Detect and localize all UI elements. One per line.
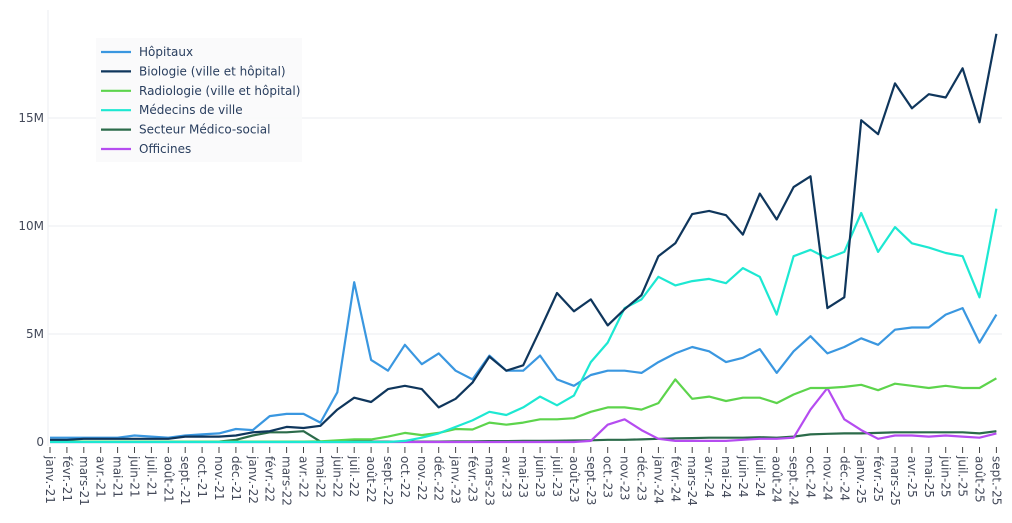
x-tick-label: janv.-24 — [651, 455, 665, 504]
x-tick-label: mars-22 — [280, 456, 294, 506]
x-tick-label: avr.-23 — [499, 456, 513, 498]
x-tick-label: juil.-22 — [347, 455, 361, 497]
x-tick-label: oct.-21 — [195, 456, 209, 498]
y-tick-label: 10M — [18, 219, 44, 233]
x-tick-label: févr.-24 — [668, 456, 682, 502]
x-tick-label: juin-24 — [736, 455, 750, 497]
legend-item[interactable]: Secteur Médico-social — [101, 123, 270, 137]
x-tick-label: août-22 — [364, 456, 378, 503]
x-tick-label: déc.-21 — [229, 456, 243, 501]
series-line-3 — [50, 208, 998, 444]
series-line-1 — [50, 33, 998, 441]
x-tick-label: nov.-21 — [212, 456, 226, 501]
x-tick-label: août-24 — [770, 456, 784, 503]
y-tick-label: 0 — [36, 435, 44, 449]
x-tick-label: avr.-22 — [297, 456, 311, 498]
legend-label: Officines — [139, 142, 191, 156]
x-tick-label: févr.-22 — [263, 456, 277, 502]
x-axis: janv.-21 févr.-21 mars-21 avr.-21 mai-21 juin… — [43, 447, 1003, 506]
legend-item[interactable]: Radiologie (ville et hôpital) — [101, 84, 300, 98]
x-tick-label: mars-25 — [888, 456, 902, 506]
x-tick-label: août-25 — [973, 456, 987, 503]
legend-item[interactable]: Médecins de ville — [101, 103, 243, 117]
x-tick-label: janv.-25 — [854, 455, 868, 504]
x-tick-label: janv.-21 — [43, 455, 57, 504]
legend-label: Hôpitaux — [139, 45, 193, 59]
y-tick-label: 15M — [18, 111, 44, 125]
series-line-0 — [50, 281, 998, 439]
x-tick-label: nov.-23 — [618, 456, 632, 501]
x-tick-label: mars-24 — [685, 456, 699, 506]
legend-item[interactable]: Biologie (ville et hôpital) — [101, 64, 286, 78]
legend-label: Secteur Médico-social — [139, 123, 270, 137]
x-tick-label: juin-25 — [939, 455, 953, 497]
x-tick-label: mai-23 — [516, 456, 530, 498]
x-tick-label: juin-21 — [128, 455, 142, 497]
x-tick-label: oct.-23 — [601, 456, 615, 498]
x-tick-label: juin-22 — [330, 455, 344, 497]
x-tick-label: mai-25 — [922, 456, 936, 498]
x-tick-label: févr.-23 — [466, 456, 480, 502]
x-tick-label: nov.-22 — [415, 456, 429, 501]
series-lines — [50, 33, 998, 444]
x-tick-label: août-21 — [161, 456, 175, 503]
x-tick-label: mars-23 — [482, 456, 496, 506]
legend-item[interactable]: Hôpitaux — [101, 45, 193, 59]
legend-item[interactable]: Officines — [101, 142, 191, 156]
x-tick-label: mars-21 — [77, 456, 91, 506]
x-tick-label: nov.-24 — [820, 456, 834, 501]
x-tick-label: sept.-25 — [989, 456, 1003, 505]
x-tick-label: juil.-23 — [550, 455, 564, 497]
x-tick-label: mai-24 — [719, 456, 733, 498]
legend-label: Médecins de ville — [139, 103, 243, 117]
y-axis-ticks: 0 5M 10M 15M — [18, 111, 44, 449]
x-tick-label: oct.-24 — [804, 456, 818, 498]
legend-background — [96, 38, 302, 162]
x-tick-label: sept.-23 — [584, 456, 598, 505]
x-tick-label: déc.-24 — [837, 456, 851, 501]
x-tick-label: oct.-22 — [398, 456, 412, 498]
x-tick-label: déc.-22 — [432, 456, 446, 501]
x-tick-label: mai-21 — [111, 456, 125, 498]
x-tick-label: janv.-23 — [449, 455, 463, 504]
y-tick-label: 5M — [26, 327, 44, 341]
x-tick-label: janv.-22 — [246, 455, 260, 504]
legend-label: Biologie (ville et hôpital) — [139, 64, 286, 78]
x-tick-label: juin-23 — [533, 455, 547, 497]
x-tick-label: juil.-24 — [753, 455, 767, 497]
x-tick-label: août-23 — [567, 456, 581, 503]
x-tick-label: sept.-24 — [787, 456, 801, 505]
x-tick-label: avr.-25 — [905, 456, 919, 498]
x-tick-label: avr.-21 — [94, 456, 108, 498]
x-tick-label: févr.-21 — [60, 456, 74, 502]
x-tick-label: juil.-21 — [144, 455, 158, 497]
series-line-2 — [50, 377, 997, 443]
x-tick-label: sept.-22 — [381, 456, 395, 505]
legend-label: Radiologie (ville et hôpital) — [139, 84, 300, 98]
x-tick-label: sept.-21 — [178, 456, 192, 505]
x-tick-label: déc.-23 — [635, 456, 649, 501]
x-tick-label: févr.-25 — [871, 456, 885, 502]
legend[interactable]: Hôpitaux Biologie (ville et hôpital) Radio… — [96, 38, 302, 162]
x-tick-label: avr.-24 — [702, 456, 716, 498]
x-tick-label: juil.-25 — [956, 455, 970, 497]
x-tick-label: mai-22 — [313, 456, 327, 498]
